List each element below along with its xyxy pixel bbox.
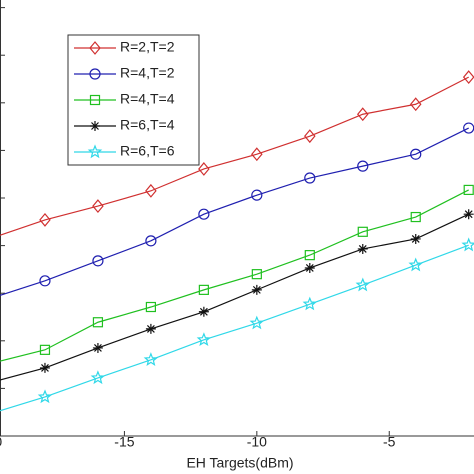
marker xyxy=(89,68,101,80)
marker xyxy=(462,70,474,85)
marker xyxy=(145,323,156,334)
marker xyxy=(143,352,159,367)
marker xyxy=(145,183,157,198)
marker xyxy=(145,235,157,247)
series xyxy=(0,237,474,412)
marker xyxy=(145,301,157,313)
marker xyxy=(410,233,421,244)
marker xyxy=(304,250,315,261)
x-axis-label: EH Targets(dBm) xyxy=(186,455,293,471)
marker xyxy=(198,208,210,220)
series xyxy=(0,184,474,362)
marker xyxy=(249,315,265,330)
series xyxy=(0,209,474,381)
marker xyxy=(355,277,371,292)
marker xyxy=(357,226,368,237)
marker xyxy=(92,199,104,214)
x-tick-label: -10 xyxy=(247,434,267,450)
marker xyxy=(356,107,369,122)
x-tick-label: -5 xyxy=(383,434,396,450)
marker xyxy=(409,97,422,112)
marker xyxy=(251,147,263,162)
line xyxy=(0,244,469,412)
marker xyxy=(251,284,262,295)
line xyxy=(0,127,469,297)
line xyxy=(0,76,469,236)
line xyxy=(0,189,469,362)
marker xyxy=(357,160,369,172)
marker xyxy=(196,332,212,347)
marker xyxy=(198,162,210,176)
marker xyxy=(463,184,474,196)
marker xyxy=(304,262,315,273)
marker xyxy=(357,243,368,254)
marker xyxy=(302,296,318,311)
marker xyxy=(90,121,100,131)
line xyxy=(0,213,469,381)
marker xyxy=(87,144,103,159)
legend-label: R=6,T=4 xyxy=(120,117,175,133)
marker xyxy=(37,389,53,404)
marker xyxy=(39,344,51,355)
marker xyxy=(39,362,50,373)
marker xyxy=(39,275,51,287)
marker xyxy=(198,306,209,317)
marker xyxy=(251,189,263,201)
series xyxy=(0,70,474,236)
legend-label: R=4,T=2 xyxy=(120,65,175,81)
legend: R=2,T=2 R=4,T=2 R=4,T=4 R=6,T=4 R=6,T=6 xyxy=(67,34,200,166)
marker xyxy=(89,94,101,106)
marker xyxy=(251,269,262,280)
marker xyxy=(463,209,474,220)
marker xyxy=(89,41,101,55)
marker xyxy=(198,284,209,295)
series xyxy=(0,122,474,297)
marker xyxy=(410,148,422,160)
legend-label: R=4,T=4 xyxy=(120,91,175,107)
marker xyxy=(92,317,104,328)
legend-label: R=2,T=2 xyxy=(120,39,175,55)
marker xyxy=(39,212,51,227)
legend-label: R=6,T=6 xyxy=(120,143,175,159)
marker xyxy=(90,370,106,385)
marker xyxy=(408,257,423,272)
x-tick-label: -20 xyxy=(0,434,2,450)
marker xyxy=(304,172,316,184)
marker xyxy=(461,237,474,252)
marker xyxy=(410,211,421,223)
x-tick-label: -15 xyxy=(114,434,134,450)
marker xyxy=(92,342,103,353)
marker xyxy=(92,255,104,267)
marker xyxy=(304,129,316,144)
